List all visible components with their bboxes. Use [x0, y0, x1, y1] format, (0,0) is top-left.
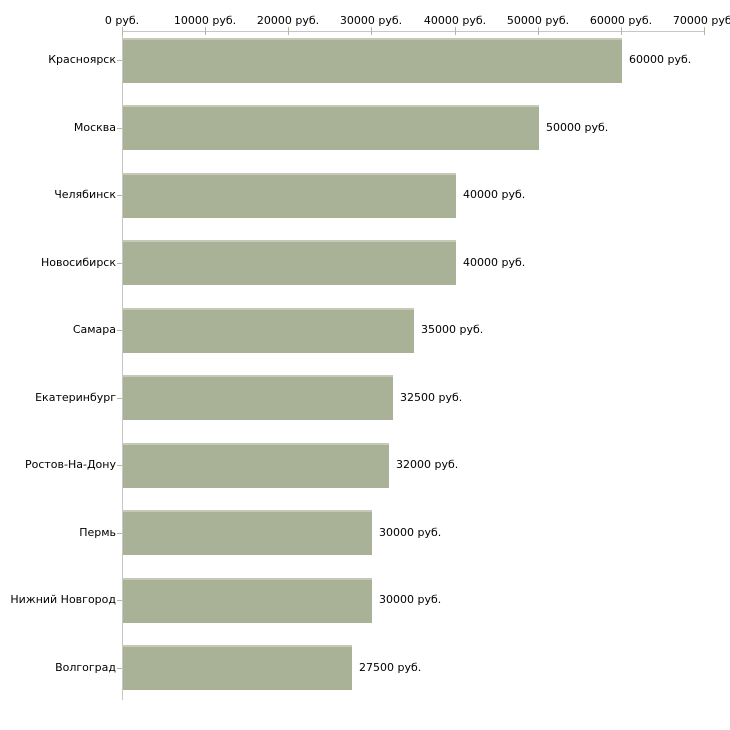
bar — [123, 375, 393, 420]
value-label: 32000 руб. — [396, 458, 459, 471]
category-label: Екатеринбург — [35, 391, 116, 404]
category-tick-mark — [117, 668, 122, 669]
x-axis-tick-label: 10000 руб. — [173, 14, 237, 27]
bar — [123, 578, 372, 623]
value-label: 30000 руб. — [379, 593, 442, 606]
x-axis-tick-mark — [371, 27, 372, 35]
x-axis-tick-label: 50000 руб. — [506, 14, 570, 27]
x-axis-tick-label: 60000 руб. — [589, 14, 653, 27]
bar — [123, 510, 372, 555]
value-label: 40000 руб. — [463, 188, 526, 201]
x-axis-tick-label: 30000 руб. — [339, 14, 403, 27]
category-tick-mark — [117, 600, 122, 601]
bar — [123, 105, 539, 150]
bar — [123, 240, 456, 285]
x-axis-tick-label: 0 руб. — [104, 14, 140, 27]
value-label: 60000 руб. — [629, 53, 692, 66]
category-label: Пермь — [79, 526, 116, 539]
category-label: Красноярск — [48, 53, 116, 66]
category-label: Нижний Новгород — [10, 593, 116, 606]
x-axis-tick-mark — [621, 27, 622, 35]
x-axis-tick-mark — [455, 27, 456, 35]
x-axis-tick-label: 20000 руб. — [256, 14, 320, 27]
bar — [123, 308, 414, 353]
category-tick-mark — [117, 330, 122, 331]
x-axis-tick-mark — [704, 27, 705, 35]
value-label: 32500 руб. — [400, 391, 463, 404]
x-axis-tick-label: 70000 руб. — [672, 14, 730, 27]
bar — [123, 443, 389, 488]
category-label: Ростов-На-Дону — [24, 458, 116, 471]
category-label: Челябинск — [54, 188, 116, 201]
bar — [123, 645, 352, 690]
category-tick-mark — [117, 60, 122, 61]
category-label: Новосибирск — [40, 256, 116, 269]
value-label: 50000 руб. — [546, 121, 609, 134]
value-label: 35000 руб. — [421, 323, 484, 336]
x-axis-tick-mark — [205, 27, 206, 35]
x-axis-tick-mark — [288, 27, 289, 35]
x-axis-tick-label: 40000 руб. — [423, 14, 487, 27]
category-label: Москва — [73, 121, 116, 134]
category-label: Самара — [72, 323, 116, 336]
value-label: 40000 руб. — [463, 256, 526, 269]
category-tick-mark — [117, 263, 122, 264]
x-axis-line — [122, 31, 705, 32]
category-tick-mark — [117, 128, 122, 129]
category-tick-mark — [117, 533, 122, 534]
category-tick-mark — [117, 465, 122, 466]
x-axis-tick-mark — [122, 27, 123, 35]
bar — [123, 173, 456, 218]
category-tick-mark — [117, 398, 122, 399]
category-label: Волгоград — [55, 661, 116, 674]
value-label: 30000 руб. — [379, 526, 442, 539]
category-tick-mark — [117, 195, 122, 196]
bar — [123, 38, 622, 83]
y-axis-line — [122, 31, 123, 700]
x-axis-tick-mark — [538, 27, 539, 35]
value-label: 27500 руб. — [359, 661, 422, 674]
